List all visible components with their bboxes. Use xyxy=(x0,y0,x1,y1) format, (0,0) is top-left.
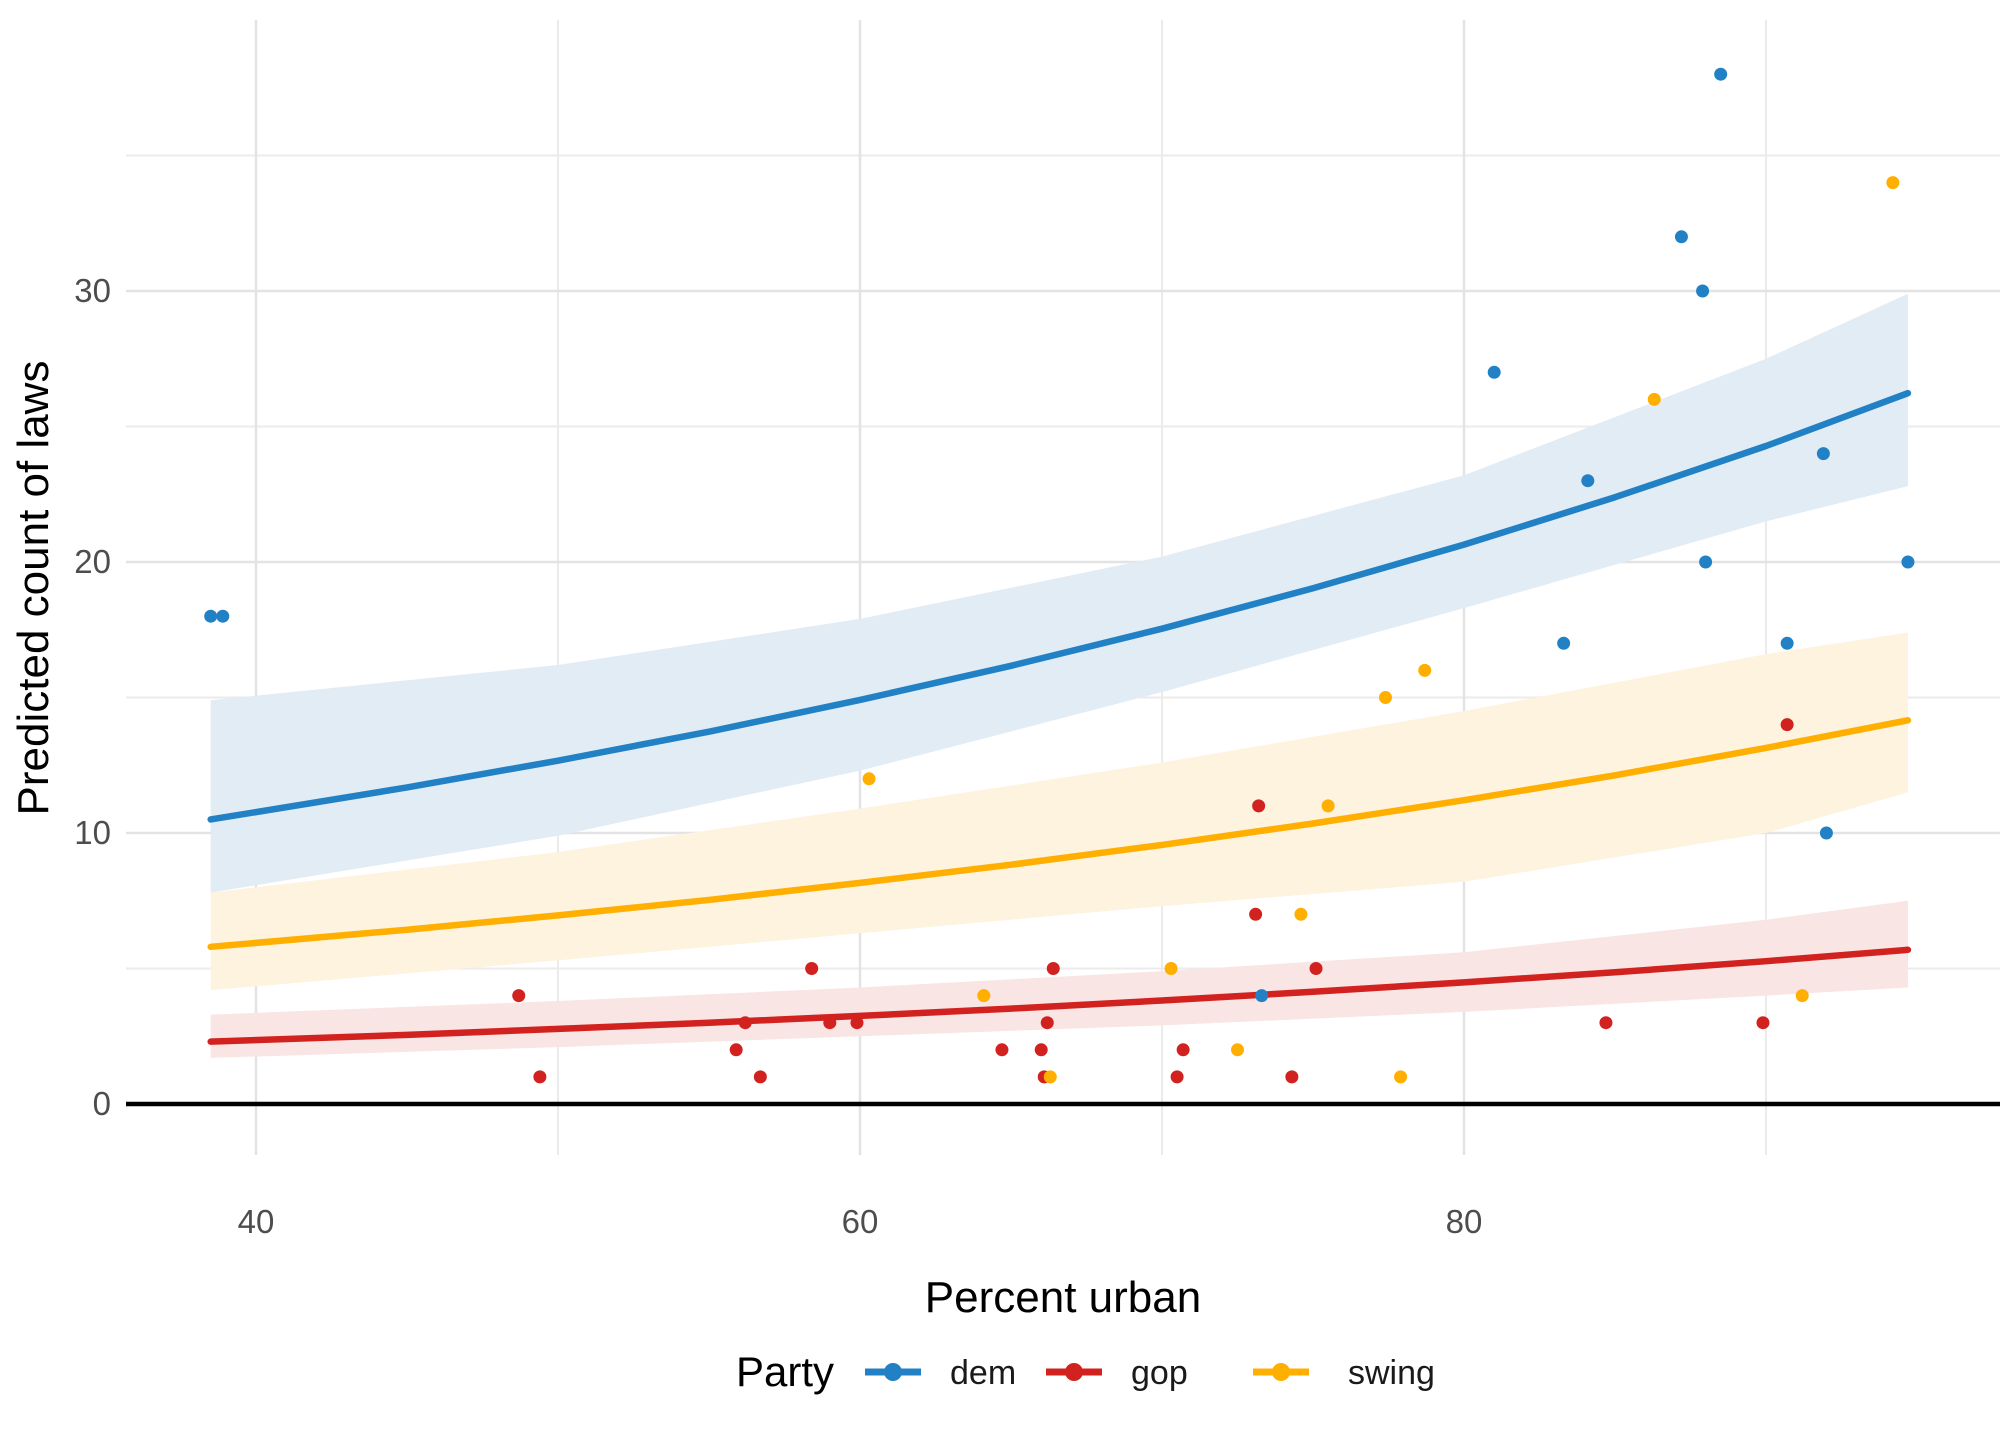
gop-point xyxy=(1285,1070,1299,1084)
dem-point xyxy=(1487,365,1501,379)
y-tick-label: 30 xyxy=(74,272,111,309)
swing-point xyxy=(1886,176,1900,190)
gop-point xyxy=(995,1043,1009,1057)
swing-point xyxy=(1231,1043,1244,1057)
gop-legend-point-icon xyxy=(1065,1363,1083,1381)
swing-point xyxy=(977,989,991,1003)
x-axis-title: Percent urban xyxy=(925,1273,1201,1322)
y-tick-labels: 0 10 20 30 xyxy=(74,272,111,1122)
legend-label-gop: gop xyxy=(1131,1354,1188,1392)
fit-lines xyxy=(207,389,1912,1045)
dem-point xyxy=(1819,826,1833,840)
gop-point xyxy=(729,1043,743,1057)
gop-point xyxy=(1170,1070,1184,1084)
legend-label-dem: dem xyxy=(950,1354,1016,1392)
swing-point xyxy=(1795,989,1809,1003)
x-tick-label: 80 xyxy=(1446,1203,1483,1240)
swing-point xyxy=(1394,1070,1408,1084)
dem-point xyxy=(1714,67,1728,81)
legend: Party dem gop swing xyxy=(736,1348,1435,1395)
dem-point xyxy=(1674,230,1688,244)
dem-point xyxy=(1696,284,1710,298)
dem-point xyxy=(1557,636,1571,650)
swing-fit-line xyxy=(207,717,1912,951)
y-tick-label: 10 xyxy=(74,814,111,851)
swing-point xyxy=(1647,392,1661,406)
dem-legend-point-icon xyxy=(884,1363,902,1381)
swing-point xyxy=(1321,799,1335,813)
swing-point xyxy=(1378,691,1392,704)
swing-point xyxy=(862,772,876,786)
gop-point xyxy=(1034,1043,1048,1057)
gop-point xyxy=(1756,1016,1770,1030)
dem-point xyxy=(204,609,218,623)
gop-point xyxy=(1780,718,1794,732)
y-tick-label: 20 xyxy=(74,543,111,580)
dem-point xyxy=(216,609,230,623)
dem-point xyxy=(1255,989,1269,1003)
swing-point xyxy=(1418,663,1432,677)
gop-point xyxy=(512,989,526,1003)
gop-point xyxy=(533,1070,547,1084)
data-points xyxy=(204,67,1915,1084)
gop-point xyxy=(753,1070,767,1084)
dem-point xyxy=(1816,447,1830,461)
swing-confidence-ribbon xyxy=(210,632,1908,991)
confidence-ribbons xyxy=(210,293,1908,1058)
dem-point xyxy=(1780,636,1794,650)
x-tick-labels: 40 60 80 xyxy=(238,1203,1483,1240)
swing-legend-point-icon xyxy=(1272,1363,1290,1381)
gop-confidence-ribbon xyxy=(210,900,1908,1058)
y-axis-title: Predicted count of laws xyxy=(9,361,58,816)
gop-point xyxy=(738,1016,752,1030)
gop-point xyxy=(1176,1043,1190,1057)
legend-item-dem[interactable]: dem xyxy=(865,1354,1016,1392)
swing-point xyxy=(1294,907,1308,921)
gop-point xyxy=(850,1016,864,1030)
gop-fit-line xyxy=(207,946,1912,1045)
x-tick-label: 40 xyxy=(238,1203,275,1240)
dem-point xyxy=(1581,474,1595,488)
legend-item-swing[interactable]: swing xyxy=(1253,1354,1435,1392)
gop-point xyxy=(823,1016,837,1030)
legend-item-gop[interactable]: gop xyxy=(1046,1354,1188,1392)
dem-point xyxy=(1901,555,1915,569)
gop-point xyxy=(1046,962,1060,975)
gop-point xyxy=(1599,1016,1613,1030)
x-tick-label: 60 xyxy=(842,1203,879,1240)
y-tick-label: 0 xyxy=(93,1085,111,1122)
gop-point xyxy=(1040,1016,1054,1030)
gop-point xyxy=(1309,962,1323,975)
legend-label-swing: swing xyxy=(1348,1354,1435,1392)
gop-point xyxy=(805,962,819,975)
gop-point xyxy=(1249,907,1263,921)
swing-point xyxy=(1164,962,1178,975)
gop-point xyxy=(1252,799,1266,813)
legend-title: Party xyxy=(736,1348,834,1395)
dem-fit-line xyxy=(207,389,1912,823)
swing-point xyxy=(1043,1070,1057,1084)
dem-point xyxy=(1699,555,1713,569)
